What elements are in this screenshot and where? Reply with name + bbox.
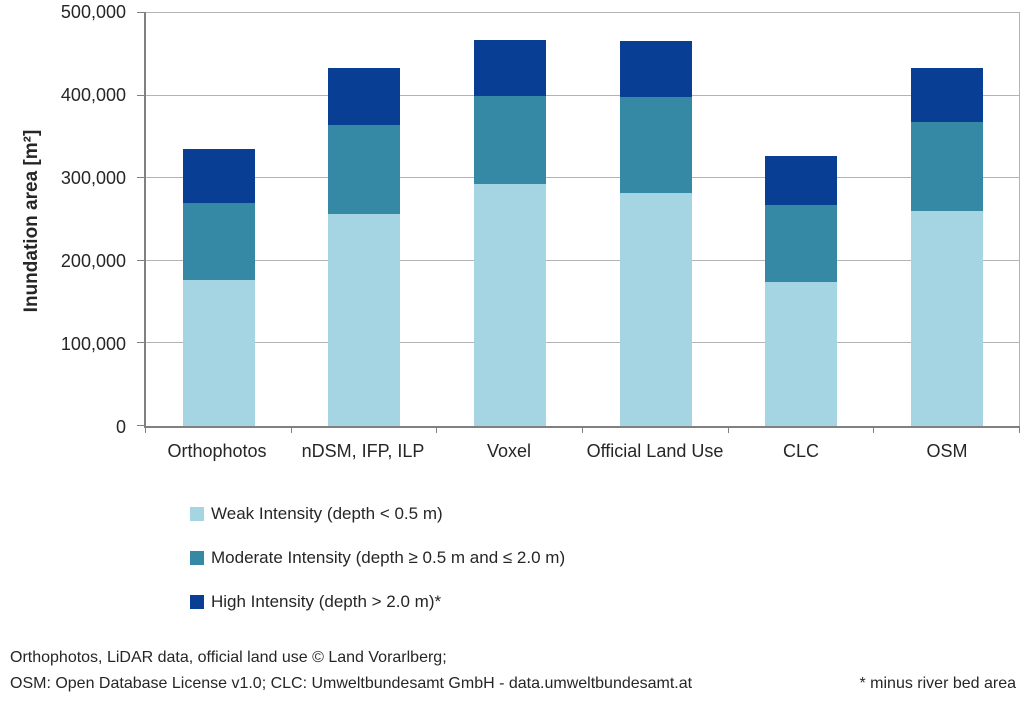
y-tick-label-300,000: 300,000: [60, 168, 126, 188]
y-axis-tick-labels: 0 100,000 200,000 300,000 400,000 500,000: [0, 2, 126, 437]
stacked-bar: [474, 13, 547, 426]
bar-segment-moderate: [765, 205, 838, 283]
x-axis-tick-mark: [1019, 426, 1020, 433]
bar-group-voxel: [437, 13, 583, 426]
x-category-label-orthophotos: Orthophotos: [167, 441, 267, 461]
gridline-300000: [146, 177, 1020, 179]
plot-area: [137, 12, 1020, 433]
bar-group-osm: [874, 13, 1020, 426]
bar-segment-weak: [619, 193, 692, 426]
legend-swatch-weak-icon: [190, 507, 204, 521]
y-tick-label-400,000: 400,000: [60, 85, 126, 105]
stacked-bar: [619, 13, 692, 426]
gridline-400000: [146, 94, 1020, 96]
legend-label-weak: Weak Intensity (depth < 0.5 m): [211, 504, 443, 523]
bar-segment-moderate: [182, 203, 255, 280]
bar-segment-moderate: [328, 125, 401, 214]
bar-segment-high: [911, 68, 984, 123]
y-tick-label-0: 0: [115, 417, 126, 437]
bar-segment-high: [765, 155, 838, 206]
bar-segment-high: [182, 149, 255, 203]
attribution-line-2: OSM: Open Database License v1.0; CLC: Um…: [10, 675, 693, 692]
y-axis-tick-mark: [137, 94, 146, 96]
x-axis-tick-mark: [873, 426, 875, 433]
y-axis-tick-mark: [137, 259, 146, 261]
x-category-label-clc: CLC: [782, 441, 819, 461]
y-axis-tick-mark: [137, 425, 146, 426]
y-tick-label-500,000: 500,000: [60, 2, 126, 22]
footnote-river-bed: * minus river bed area: [859, 675, 1016, 692]
bar-segment-moderate: [474, 95, 547, 184]
bar-segment-weak: [474, 183, 547, 426]
attribution-line-1: Orthophotos, LiDAR data, official land u…: [10, 649, 447, 666]
y-axis-tick-mark: [137, 12, 146, 13]
bar-group-official-land-use: [583, 13, 729, 426]
plot-right-border: [1019, 13, 1020, 426]
bar-segment-moderate: [911, 122, 984, 212]
legend-item-moderate: Moderate Intensity (depth ≥ 0.5 m and ≤ …: [190, 547, 565, 569]
x-category-label-ndsm-ifp-ilp: nDSM, IFP, ILP: [301, 441, 425, 461]
gridline-100000: [146, 342, 1020, 344]
y-tick-label-100,000: 100,000: [60, 334, 126, 354]
legend-swatch-high-icon: [190, 595, 204, 609]
legend-label-moderate: Moderate Intensity (depth ≥ 0.5 m and ≤ …: [211, 548, 566, 567]
y-axis-tick-mark: [137, 177, 146, 179]
bar-segment-high: [474, 40, 547, 96]
chart-legend: Weak Intensity (depth < 0.5 m) Moderate …: [190, 503, 565, 635]
x-axis-tick-mark: [582, 426, 583, 433]
x-axis-tick-mark: [145, 426, 146, 433]
bar-segment-weak: [182, 279, 255, 426]
x-axis-category-labels: Orthophotos nDSM, IFP, ILP Voxel Official L…: [144, 441, 1020, 465]
stacked-bar: [911, 13, 984, 426]
bar-group-ndsm-ifp-ilp: [292, 13, 438, 426]
bar-group-orthophotos: [146, 13, 292, 426]
bar-group-clc: [729, 13, 875, 426]
stacked-bar: [328, 13, 401, 426]
legend-item-weak: Weak Intensity (depth < 0.5 m): [190, 503, 565, 525]
stacked-bar: [182, 13, 255, 426]
x-category-label-voxel: Voxel: [486, 441, 531, 461]
stacked-bar: [765, 13, 838, 426]
y-axis-tick-mark: [137, 342, 146, 344]
source-attribution: Orthophotos, LiDAR data, official land u…: [10, 645, 1016, 697]
x-category-label-osm: OSM: [926, 441, 968, 461]
legend-label-high: High Intensity (depth > 2.0 m)*: [211, 592, 442, 611]
x-axis-tick-mark: [436, 426, 438, 433]
x-axis-tick-mark: [727, 426, 729, 433]
bar-segment-moderate: [619, 97, 692, 194]
legend-swatch-moderate-icon: [190, 551, 204, 565]
legend-item-high: High Intensity (depth > 2.0 m)*: [190, 591, 565, 613]
x-axis-tick-mark: [290, 426, 292, 433]
bar-segment-weak: [328, 213, 401, 426]
bar-segment-high: [619, 41, 692, 98]
gridline-200000: [146, 259, 1020, 261]
bar-segment-weak: [911, 211, 984, 426]
bar-segment-high: [328, 68, 401, 126]
bar-segment-weak: [765, 282, 838, 426]
x-category-label-official-land-use: Official Land Use: [586, 441, 724, 461]
gridline-500000: [146, 12, 1020, 13]
y-tick-label-200,000: 200,000: [60, 251, 126, 271]
